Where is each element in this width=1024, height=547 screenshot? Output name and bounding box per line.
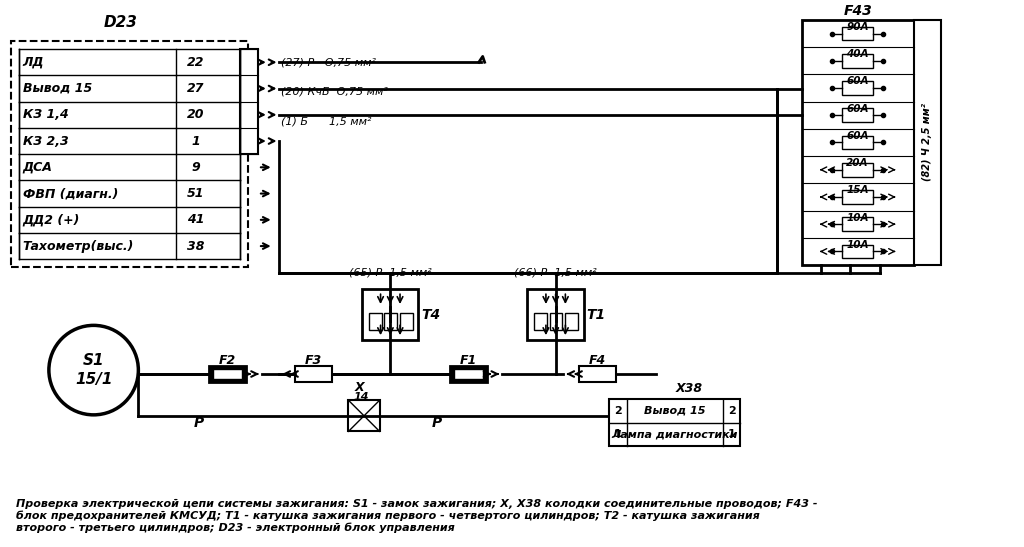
Text: Р: Р bbox=[194, 416, 204, 429]
Text: КЗ 1,4: КЗ 1,4 bbox=[23, 108, 69, 121]
Text: Вывод 15: Вывод 15 bbox=[644, 406, 706, 416]
Text: ДСА: ДСА bbox=[23, 161, 52, 174]
Text: F4: F4 bbox=[589, 354, 606, 367]
Text: F43: F43 bbox=[844, 4, 872, 18]
Bar bbox=[842, 163, 873, 177]
Bar bbox=[565, 313, 578, 330]
Text: 1: 1 bbox=[191, 135, 200, 148]
Bar bbox=[842, 217, 873, 231]
Bar bbox=[527, 289, 584, 340]
Text: 41: 41 bbox=[187, 213, 205, 226]
Text: 20А: 20А bbox=[847, 158, 869, 168]
Text: 22: 22 bbox=[187, 56, 205, 69]
Bar bbox=[11, 42, 248, 267]
Text: 51: 51 bbox=[187, 187, 205, 200]
Text: 40А: 40А bbox=[847, 49, 869, 59]
Bar bbox=[842, 54, 873, 68]
Text: 15/1: 15/1 bbox=[75, 373, 113, 387]
Bar bbox=[369, 313, 382, 330]
Bar bbox=[842, 81, 873, 95]
Text: Р: Р bbox=[432, 416, 442, 429]
Text: 90А: 90А bbox=[847, 22, 869, 32]
Text: Тахометр(выс.): Тахометр(выс.) bbox=[23, 240, 134, 253]
Text: 10А: 10А bbox=[847, 213, 869, 223]
Text: S1: S1 bbox=[83, 353, 104, 368]
Text: 10А: 10А bbox=[847, 240, 869, 250]
Text: ДД2 (+): ДД2 (+) bbox=[23, 213, 80, 226]
Text: 2: 2 bbox=[614, 406, 622, 416]
Text: 1: 1 bbox=[728, 429, 735, 439]
Text: 9: 9 bbox=[191, 161, 200, 174]
Bar bbox=[842, 245, 873, 258]
Bar bbox=[213, 369, 243, 379]
Bar bbox=[241, 49, 258, 154]
Text: ЛД: ЛД bbox=[23, 56, 44, 69]
Text: 27: 27 bbox=[187, 82, 205, 95]
Text: ФВП (диагн.): ФВП (диагн.) bbox=[23, 187, 118, 200]
Bar bbox=[209, 366, 247, 382]
Text: (65) Р  1,5 мм²: (65) Р 1,5 мм² bbox=[349, 268, 432, 278]
Text: Х: Х bbox=[354, 381, 364, 394]
Text: 60А: 60А bbox=[847, 103, 869, 114]
Text: 60А: 60А bbox=[847, 131, 869, 141]
Text: T4: T4 bbox=[422, 307, 440, 322]
Bar bbox=[842, 108, 873, 122]
Text: 38: 38 bbox=[187, 240, 205, 253]
Bar bbox=[802, 20, 913, 265]
Text: 20: 20 bbox=[187, 108, 205, 121]
Bar bbox=[842, 27, 873, 40]
Text: D23: D23 bbox=[103, 15, 138, 30]
Bar bbox=[609, 399, 740, 446]
Bar bbox=[400, 313, 413, 330]
Ellipse shape bbox=[49, 325, 138, 415]
Text: F2: F2 bbox=[219, 354, 237, 367]
Text: (66) Р  1,5 мм²: (66) Р 1,5 мм² bbox=[514, 268, 597, 278]
Bar bbox=[579, 366, 616, 382]
Text: T1: T1 bbox=[587, 307, 606, 322]
Bar bbox=[550, 313, 562, 330]
Text: (20) КчБ  О,75 мм²: (20) КчБ О,75 мм² bbox=[282, 87, 388, 97]
Bar bbox=[842, 190, 873, 204]
Bar bbox=[842, 136, 873, 149]
Bar bbox=[362, 289, 419, 340]
Text: 15А: 15А bbox=[847, 185, 869, 195]
Bar bbox=[348, 400, 380, 432]
Bar bbox=[454, 369, 482, 379]
Text: (27) Р   О,75 мм²: (27) Р О,75 мм² bbox=[282, 58, 377, 68]
Text: 1: 1 bbox=[614, 429, 622, 439]
Text: (1) Б      1,5 мм²: (1) Б 1,5 мм² bbox=[282, 116, 372, 126]
Text: КЗ 2,3: КЗ 2,3 bbox=[23, 135, 69, 148]
Text: 2: 2 bbox=[728, 406, 735, 416]
Bar bbox=[450, 366, 486, 382]
Text: Лампа диагностики: Лампа диагностики bbox=[611, 429, 738, 439]
Bar bbox=[384, 313, 397, 330]
Text: Х38: Х38 bbox=[676, 382, 702, 395]
Bar bbox=[913, 20, 941, 265]
Text: 14: 14 bbox=[353, 393, 369, 403]
Text: 60А: 60А bbox=[847, 77, 869, 86]
Text: Вывод 15: Вывод 15 bbox=[23, 82, 92, 95]
Text: (82) Ч 2,5 мм²: (82) Ч 2,5 мм² bbox=[923, 103, 932, 182]
Text: F1: F1 bbox=[460, 354, 477, 367]
Bar bbox=[295, 366, 332, 382]
Text: Проверка электрической цепи системы зажигания: S1 - замок зажигания; Х, Х38 коло: Проверка электрической цепи системы зажи… bbox=[15, 498, 817, 533]
Bar bbox=[535, 313, 547, 330]
Text: F3: F3 bbox=[305, 354, 323, 367]
